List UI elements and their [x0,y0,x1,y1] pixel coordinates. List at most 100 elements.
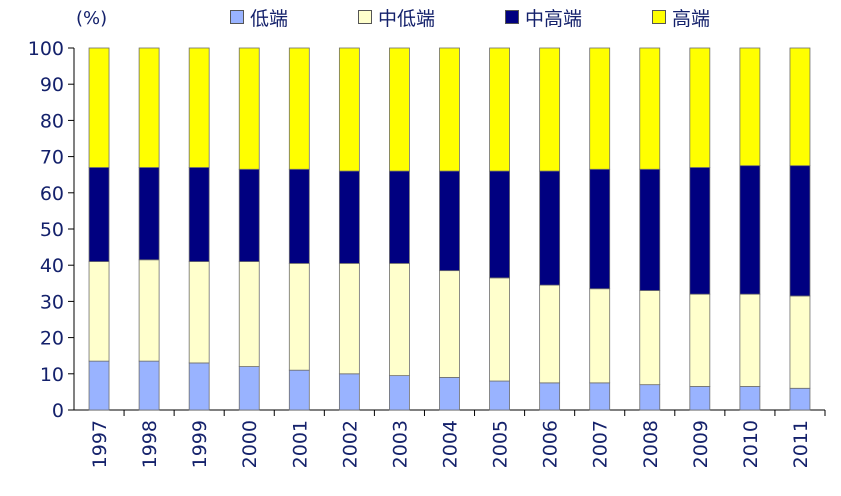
legend: 低端 中低端 中高端 高端 [230,4,710,30]
bar-segment-low [739,386,761,411]
legend-item-high: 高端 [652,4,710,31]
bar-segment-low [88,360,110,411]
legend-item-mid-high: 中高端 [505,4,582,31]
bar-segment-mid-low [238,261,260,367]
x-tick-label: 2006 [540,420,562,468]
bar-segment-low [589,382,611,411]
bar-segment-low [138,360,160,411]
x-tick-label: 2002 [339,420,361,468]
bar-segment-mid-low [739,293,761,387]
x-tick-label: 2003 [389,420,411,468]
bar-segment-low [639,384,661,411]
bar-segment-mid-high [789,165,811,297]
bar-segment-mid-low [539,284,561,384]
bar-segment-mid-high [88,167,110,262]
bar-segment-mid-high [489,170,510,279]
bar-segment-high [739,47,761,167]
y-unit-label: (%) [76,8,108,29]
x-tick-label: 1999 [189,420,211,468]
bar-segment-low [439,377,460,411]
bar-segment-high [639,47,661,170]
y-tick-label: 60 [40,183,64,205]
legend-label-low: 低端 [250,7,289,30]
bar-segment-mid-high [288,168,310,264]
bar-segment-high [489,47,510,172]
bar-segment-mid-low [138,259,160,362]
legend-label-mid-low: 中低端 [378,7,436,30]
legend-item-mid-low: 中低端 [358,4,435,31]
legend-swatch-mid-low [358,10,373,24]
legend-label-high: 高端 [672,7,711,30]
bar-segment-high [439,47,460,172]
bar-segment-mid-low [389,262,410,377]
bar-segment-high [789,47,811,167]
x-tick-label: 2007 [590,420,612,468]
x-tick-label: 2008 [640,420,662,468]
y-tick-label: 30 [40,291,64,313]
y-tick-label: 10 [40,364,64,386]
x-tick-label: 1998 [139,420,161,468]
legend-label-mid-high: 中高端 [525,7,583,30]
bar-segment-low [789,387,811,411]
x-tick-label: 2000 [239,420,261,468]
bar-segment-mid-high [238,168,260,262]
bar-segment-mid-low [288,262,310,371]
bar-segment-mid-low [689,293,711,387]
legend-swatch-mid-high [505,10,520,24]
bar-segment-low [288,369,310,411]
x-tick-label: 2010 [740,420,762,468]
x-tick-label: 2009 [690,420,712,468]
y-tick-label: 80 [40,110,64,132]
x-tick-label: 2001 [289,420,311,468]
y-tick-label: 100 [28,38,64,60]
bar-segment-mid-high [188,167,210,262]
bar-segment-mid-high [639,168,661,291]
bar-segment-low [338,373,360,411]
bar-segment-high [138,47,160,168]
bar-segment-high [288,47,310,170]
bar-segment-mid-high [539,170,561,286]
bar-segment-high [238,47,260,170]
y-tick-label: 40 [40,255,64,277]
bar-segment-low [689,386,711,411]
bar-segment-mid-high [389,170,410,264]
x-tick-label: 1997 [89,420,111,468]
bar-segment-high [88,47,110,168]
bar-segment-mid-high [589,168,611,290]
bar-segment-high [338,47,360,172]
bar-segment-low [188,362,210,411]
x-tick-label: 2005 [490,420,512,468]
y-tick-label: 20 [40,328,64,350]
bar-segment-mid-low [489,277,510,382]
legend-swatch-low [230,10,244,24]
bar-segment-high [589,47,611,170]
bar-segment-mid-low [88,261,110,362]
legend-item-low: 低端 [230,4,288,31]
y-tick-label: 70 [40,147,64,169]
bar-segment-high [389,47,410,172]
bar-segment-mid-high [689,167,711,295]
x-tick-label: 2011 [790,420,812,468]
bar-segment-high [539,47,561,172]
bar-segment-mid-low [589,288,611,384]
y-tick-label: 50 [40,219,64,241]
bar-segment-mid-low [439,270,460,378]
bar-segment-high [188,47,210,168]
x-tick-label: 2004 [440,420,462,468]
bar-segment-mid-low [338,262,360,375]
bar-segment-high [689,47,711,168]
bar-segment-mid-high [439,170,460,272]
legend-swatch-high [652,10,667,24]
y-tick-label: 0 [52,400,64,422]
y-tick-label: 90 [40,74,64,96]
bar-segment-low [389,375,410,411]
bar-segment-mid-high [338,170,360,264]
bar-segment-low [489,380,510,411]
bar-segment-mid-high [138,167,160,261]
bar-segment-mid-low [789,295,811,389]
bar-segment-low [238,366,260,411]
bar-segment-low [539,382,561,411]
bar-segment-mid-high [739,165,761,295]
